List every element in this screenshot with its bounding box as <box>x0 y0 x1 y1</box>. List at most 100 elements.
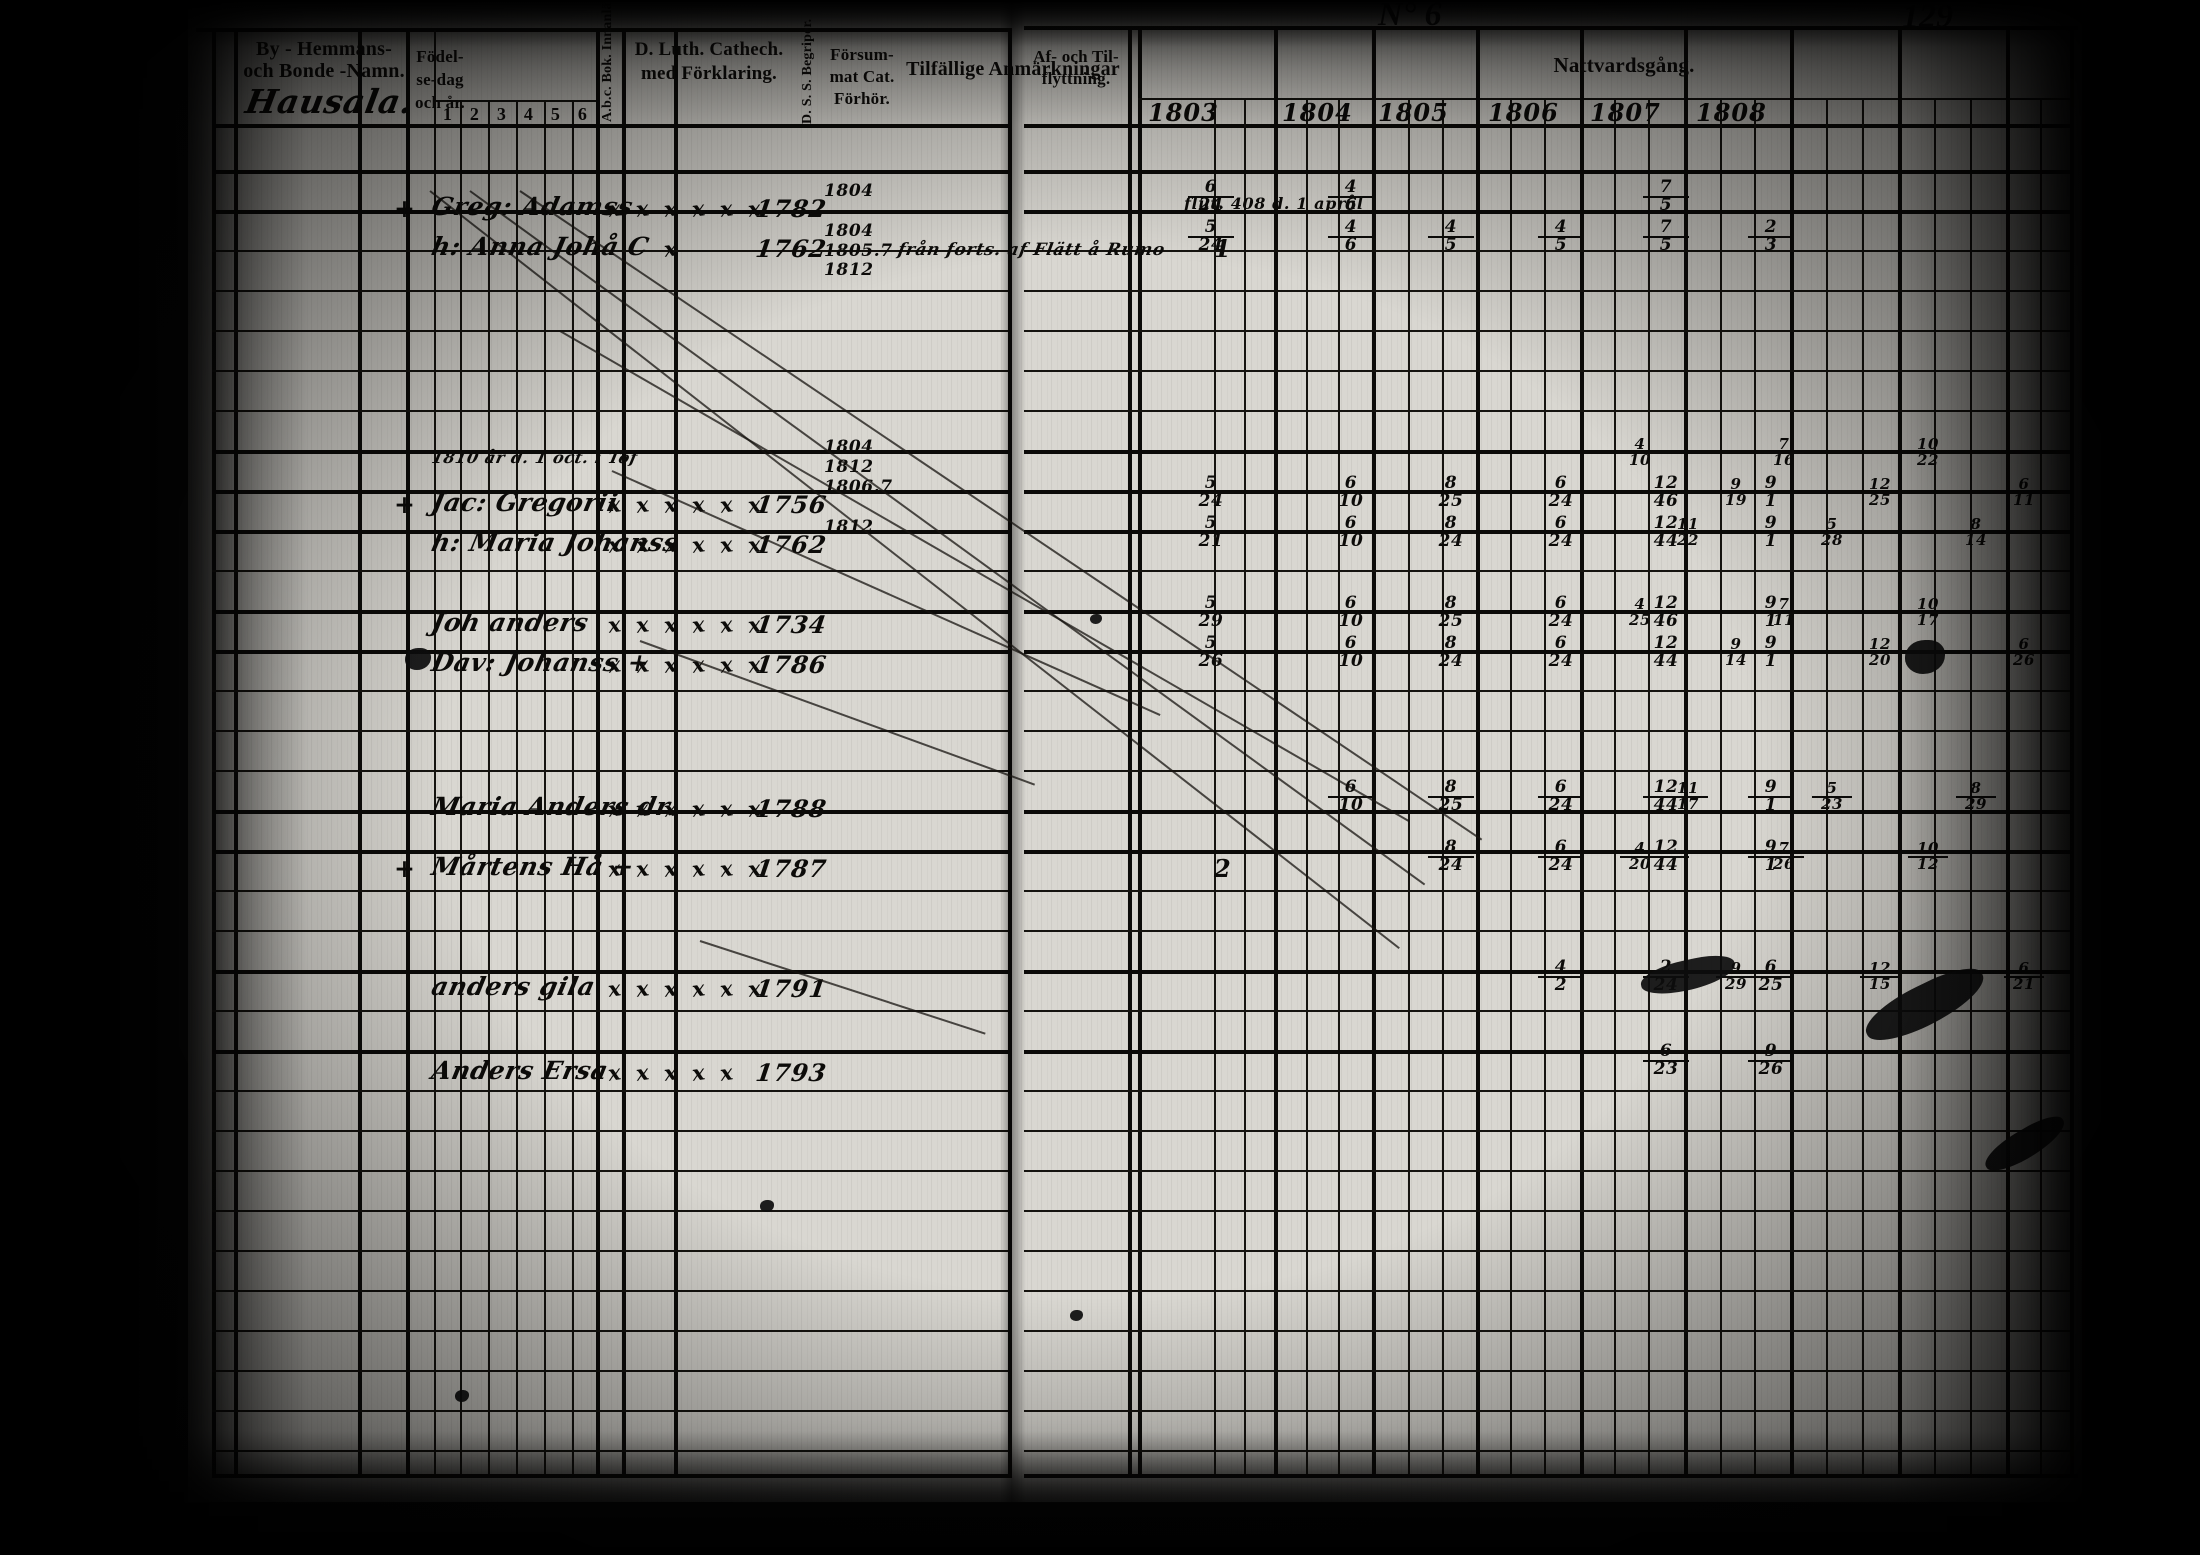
communion-numerator: 7 <box>1659 177 1673 197</box>
row-communion-entry: 6 23 <box>1643 1043 1689 1078</box>
communion-denominator: 24 <box>1538 611 1584 630</box>
communion-denominator: 17 <box>1908 611 1948 628</box>
row-communion-entry: 5 26 <box>1188 633 1234 669</box>
communion-denominator: 6 <box>1328 235 1374 254</box>
row-communion-entry: 6 24 <box>1538 513 1584 549</box>
communion-denominator: 26 <box>1748 1059 1794 1078</box>
row-birth-year: 1762 <box>753 234 829 263</box>
communion-denominator: 25 <box>1428 611 1474 630</box>
communion-numerator: 4 <box>1634 839 1646 857</box>
header-flyttning-text: Af- och Til- flyttning. <box>1033 47 1119 89</box>
row-communion-entry: 8 24 <box>1428 515 1474 549</box>
row-communion-entry: 7 11 <box>1764 597 1804 628</box>
communion-numerator: 8 <box>1970 779 1982 797</box>
communion-denominator: 14 <box>1716 651 1756 668</box>
communion-denominator: 25 <box>1428 491 1474 510</box>
row-communion-entry: 5 21 <box>1188 515 1234 549</box>
row-birth-year: 1734 <box>753 610 829 639</box>
communion-numerator: 9 <box>1764 513 1778 533</box>
communion-denominator: 14 <box>1956 531 1996 548</box>
row-communion-entry: 5 24 <box>1188 217 1234 253</box>
communion-numerator: 2 <box>1764 217 1778 237</box>
year-1807: 1807 <box>1590 98 1661 127</box>
communion-numerator: 6 <box>1344 513 1358 533</box>
header-name-column: By - Hemmans- och Bonde -Namn. <box>243 38 405 83</box>
communion-denominator: 23 <box>1643 1059 1689 1078</box>
communion-numerator: 6 <box>2018 475 2030 493</box>
communion-numerator: 8 <box>1970 515 1982 533</box>
communion-denominator: 24 <box>1188 195 1234 214</box>
cathech-num-2: 2 <box>469 104 480 124</box>
communion-numerator: 6 <box>1554 513 1568 533</box>
communion-denominator: 20 <box>1620 855 1660 872</box>
row-communion-entry: 5 28 <box>1812 517 1852 548</box>
row-name: 1810 år d. 1 oct. i Tof <box>429 448 640 467</box>
communion-numerator: 5 <box>1204 217 1218 237</box>
communion-denominator: 11 <box>1764 611 1804 628</box>
row-communion-entry: 6 26 <box>2004 637 2044 668</box>
row-birth-year: 1788 <box>753 794 829 823</box>
row-flyttning-note: 2 <box>1214 854 1232 883</box>
communion-denominator: 5 <box>1643 235 1689 254</box>
year-1806: 1806 <box>1488 98 1559 127</box>
communion-denominator: 24 <box>1538 491 1584 510</box>
row-communion-entry: 8 14 <box>1956 515 1996 548</box>
communion-numerator: 7 <box>1778 839 1790 857</box>
communion-numerator: 6 <box>1554 837 1568 857</box>
communion-numerator: 4 <box>1344 217 1358 237</box>
header-abc-column: A.b.c. Bok. Innanläs. <box>600 0 615 122</box>
communion-denominator: 21 <box>2004 975 2044 992</box>
communion-numerator: 4 <box>1554 957 1568 977</box>
communion-numerator: 4 <box>1634 435 1646 453</box>
communion-numerator: 6 <box>1344 473 1358 493</box>
row-communion-entry: 4 10 <box>1620 435 1660 468</box>
communion-numerator: 4 <box>1444 217 1458 237</box>
row-communion-entry: 11 22 <box>1668 515 1708 548</box>
row-communion-entry: 5 23 <box>1812 779 1852 812</box>
row-communion-entry: 6 11 <box>2004 475 2044 508</box>
communion-denominator: 10 <box>1328 611 1374 630</box>
communion-numerator: 6 <box>1554 633 1568 653</box>
communion-numerator: 6 <box>1204 177 1218 197</box>
communion-denominator: 25 <box>1428 795 1474 814</box>
communion-denominator: 28 <box>1812 531 1852 548</box>
communion-numerator: 4 <box>1344 177 1358 197</box>
row-annotation: från forts. af Flätt å Rumo <box>896 240 1167 260</box>
communion-numerator: 12 <box>1868 635 1892 653</box>
header-flyttning-column: Af- och Til- flyttning. <box>1024 46 1128 90</box>
communion-numerator: 5 <box>1204 633 1218 653</box>
communion-numerator: 10 <box>1916 839 1940 857</box>
communion-denominator: 25 <box>1860 491 1900 508</box>
row-communion-entry: 8 25 <box>1428 475 1474 510</box>
row-forsummat-note: 1804 <box>824 181 874 201</box>
row-communion-entry: 5 29 <box>1188 595 1234 629</box>
communion-numerator: 12 <box>1868 475 1892 493</box>
communion-denominator: 22 <box>1908 451 1948 468</box>
communion-denominator: 2 <box>1538 975 1584 994</box>
row-communion-entry: 10 22 <box>1908 437 1948 468</box>
row-name: Joh anders <box>428 608 592 637</box>
communion-denominator: 24 <box>1188 491 1234 510</box>
row-communion-entry: 7 16 <box>1764 437 1804 468</box>
row-cross-mark: + <box>394 490 416 519</box>
communion-numerator: 5 <box>1826 779 1838 797</box>
row-name: Anders Ersa <box>428 1056 612 1085</box>
communion-numerator: 8 <box>1444 633 1458 653</box>
communion-denominator: 10 <box>1328 491 1374 510</box>
communion-denominator: 11 <box>2004 491 2044 508</box>
row-birth-year: 1787 <box>753 854 829 883</box>
communion-denominator: 29 <box>1956 795 1996 812</box>
communion-denominator: 5 <box>1643 195 1689 214</box>
header-nattvard-column: Nattvardsgång. <box>1553 53 1695 77</box>
row-communion-entry: 6 21 <box>2004 961 2044 992</box>
communion-numerator: 11 <box>1676 515 1700 533</box>
row-communion-entry: 10 12 <box>1908 839 1948 872</box>
row-communion-entry: 9 14 <box>1716 637 1756 668</box>
